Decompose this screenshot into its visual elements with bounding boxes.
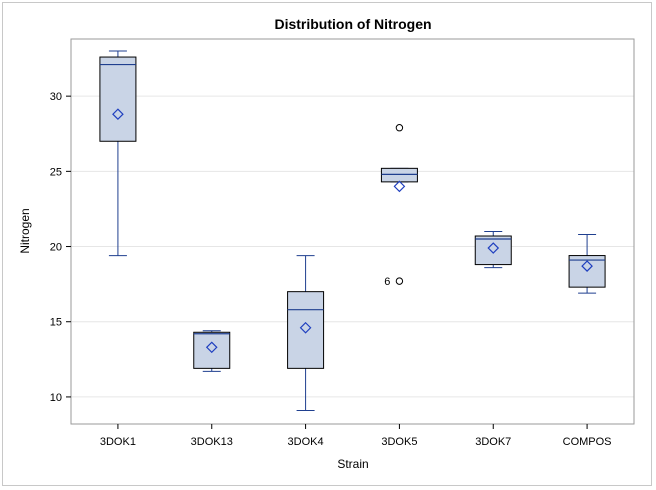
mean-marker (299, 321, 312, 334)
y-tick-label: 25 (50, 166, 62, 178)
box-3dok1 (99, 50, 137, 257)
y-axis-label: Nitrogen (18, 208, 32, 253)
y-tick-label: 15 (50, 317, 62, 329)
x-tick-label: 3DOK1 (100, 436, 136, 448)
plot-border (70, 38, 635, 425)
y-tick-label: 20 (50, 242, 62, 254)
y-tick-label: 30 (50, 91, 62, 103)
mean-marker (581, 260, 593, 272)
grid-lines (71, 95, 634, 398)
box-iqr (380, 167, 418, 183)
x-tick-label: 3DOK7 (475, 436, 511, 448)
x-tick-label: 3DOK4 (288, 436, 324, 448)
box-iqr (287, 291, 325, 369)
x-tick-label: 3DOK5 (381, 436, 417, 448)
plot-area (71, 39, 634, 424)
mean-marker (487, 242, 500, 254)
y-tick-label: 10 (50, 392, 62, 404)
box-iqr (474, 235, 512, 266)
outlier-point (395, 124, 404, 132)
mean-marker (393, 180, 406, 193)
x-tick-label: COMPOS (563, 436, 612, 448)
box-iqr (193, 331, 231, 369)
box-iqr (99, 56, 137, 142)
mean-marker (205, 341, 218, 354)
box-3dok7 (474, 231, 512, 269)
outlier-label: 6 (384, 276, 390, 288)
box-3dok13 (193, 330, 231, 372)
mean-marker (112, 108, 124, 121)
box-3dok4 (287, 255, 325, 411)
chart-title: Distribution of Nitrogen (274, 16, 431, 32)
box-compos (568, 234, 606, 294)
outlier-point (395, 277, 404, 285)
axes: 10 15 20 25 30 3DOK1 3DOK13 3DOK4 3DOK5 3DOK7 COMP… (50, 91, 612, 448)
x-axis-label: Strain (337, 457, 368, 471)
boxes: 6 (99, 50, 606, 411)
x-tick-label: 3DOK13 (191, 436, 233, 448)
box-3dok5: 6 (380, 124, 418, 288)
